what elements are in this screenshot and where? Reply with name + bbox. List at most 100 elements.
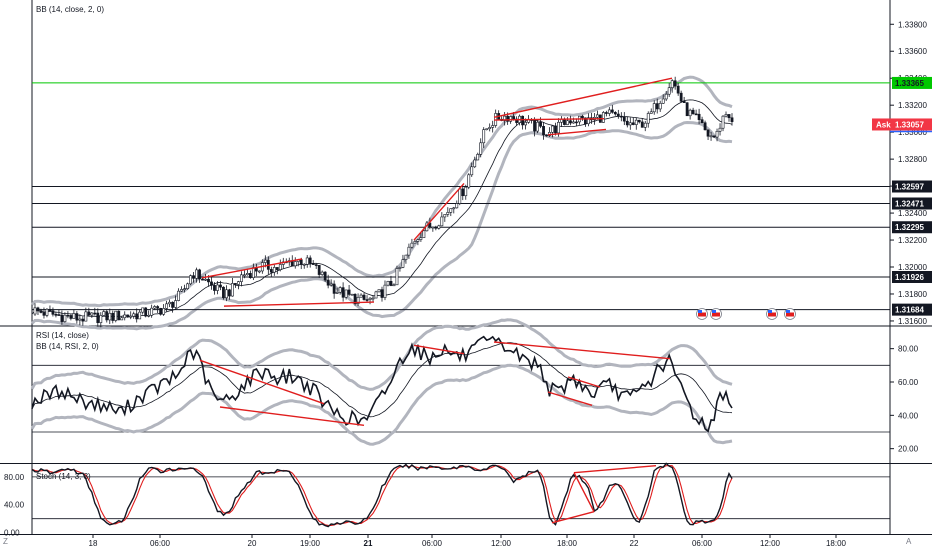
- candle-up: [449, 208, 453, 213]
- rsi-line: [31, 335, 733, 433]
- time-tick-label: 20: [248, 539, 257, 548]
- candle-down: [341, 287, 345, 298]
- trendline: [223, 301, 375, 307]
- candle-down: [75, 313, 79, 321]
- candle-up: [718, 127, 722, 132]
- candle-down: [676, 85, 680, 94]
- candle-up: [177, 290, 180, 301]
- candle-down: [679, 92, 683, 102]
- time-tick-label: 18:00: [826, 539, 847, 548]
- candle-up: [204, 278, 207, 281]
- candle-up: [404, 254, 408, 260]
- rsi-trendline: [547, 391, 593, 407]
- stoch-pane: 80.00 40.00 0.00: [4, 462, 890, 538]
- candle-down: [640, 121, 644, 128]
- candle-up: [242, 274, 246, 277]
- candle-up: [231, 283, 234, 297]
- candle-up: [114, 310, 118, 321]
- candle-down: [57, 314, 61, 316]
- price-tick-label: 1.32000: [898, 263, 927, 272]
- candle-up: [670, 80, 674, 89]
- candle-up: [183, 288, 186, 290]
- candle-down: [269, 269, 273, 273]
- candle-down: [105, 311, 109, 321]
- candle-up: [667, 87, 671, 95]
- candle-up: [443, 214, 447, 218]
- candle-down: [192, 275, 195, 279]
- candle-up: [491, 125, 495, 128]
- candle-up: [401, 259, 405, 268]
- candle-down: [201, 278, 204, 281]
- candle-up: [395, 268, 399, 286]
- bb-lower-band: [30, 120, 733, 331]
- candle-up: [293, 261, 297, 267]
- candle-down: [353, 293, 357, 304]
- candle-up: [120, 317, 124, 321]
- candle-down: [60, 314, 64, 322]
- us-flag-icon: [768, 310, 772, 313]
- level-badge-label: 1.32597: [895, 183, 924, 192]
- candle-down: [219, 284, 222, 288]
- stoch-d-line: [31, 465, 733, 526]
- candle-down: [213, 285, 216, 291]
- trendline: [493, 77, 673, 119]
- candle-up: [165, 303, 169, 309]
- candle-up: [263, 259, 267, 263]
- price-tick-label: 1.32400: [898, 209, 927, 218]
- candle-up: [557, 121, 560, 134]
- candle-up: [634, 119, 638, 125]
- candle-down: [610, 109, 614, 113]
- candle-up: [99, 315, 103, 323]
- corner-right-label[interactable]: A: [906, 537, 912, 546]
- candle-down: [299, 259, 303, 265]
- candle-up: [251, 267, 255, 279]
- candle-down: [703, 122, 707, 131]
- candle-down: [159, 307, 163, 315]
- candle-up: [371, 297, 375, 300]
- candle-down: [389, 280, 393, 286]
- price-tick-label: 1.32800: [898, 155, 927, 164]
- candle-up: [488, 127, 492, 130]
- candle-down: [545, 134, 548, 137]
- candle-up: [329, 283, 333, 286]
- candle-down: [434, 226, 438, 229]
- stoch-k-line: [31, 462, 733, 528]
- candle-up: [398, 267, 402, 269]
- candle-down: [682, 100, 686, 103]
- us-flag-icon: [712, 310, 716, 313]
- candle-up: [407, 246, 411, 256]
- corner-left-label[interactable]: Z: [3, 537, 8, 546]
- candle-up: [601, 112, 605, 123]
- candle-down: [171, 301, 174, 308]
- candle-up: [595, 114, 599, 118]
- candle-up: [78, 318, 82, 321]
- candle-up: [709, 135, 713, 138]
- candle-down: [506, 115, 510, 122]
- time-tick-label: 06:00: [692, 539, 713, 548]
- candle-down: [42, 312, 46, 316]
- candle-down: [706, 129, 710, 137]
- candle-up: [272, 267, 276, 273]
- candle-up: [153, 306, 157, 309]
- ask-badge: [872, 118, 932, 131]
- candle-down: [135, 313, 139, 320]
- candle-up: [664, 93, 668, 100]
- candle-down: [54, 314, 58, 316]
- rsi-trendline: [199, 359, 325, 405]
- candle-down: [521, 115, 524, 126]
- candle-down: [275, 267, 279, 270]
- candle-down: [730, 117, 734, 122]
- level-badge-label: 1.32295: [895, 223, 924, 232]
- time-tick-label: 12:00: [491, 539, 512, 548]
- time-tick-label: 22: [630, 539, 639, 548]
- candle-up: [225, 289, 228, 299]
- candle-down: [198, 269, 201, 280]
- price-pane-title: BB (14, close, 2, 0): [36, 5, 105, 14]
- candle-down: [625, 120, 629, 126]
- us-flag-icon: [768, 312, 776, 317]
- rsi-pane: 80.00 60.00 40.00 20.00: [30, 318, 919, 454]
- candle-down: [622, 116, 626, 122]
- candle-down: [248, 273, 252, 279]
- us-flag-icon: [698, 312, 706, 317]
